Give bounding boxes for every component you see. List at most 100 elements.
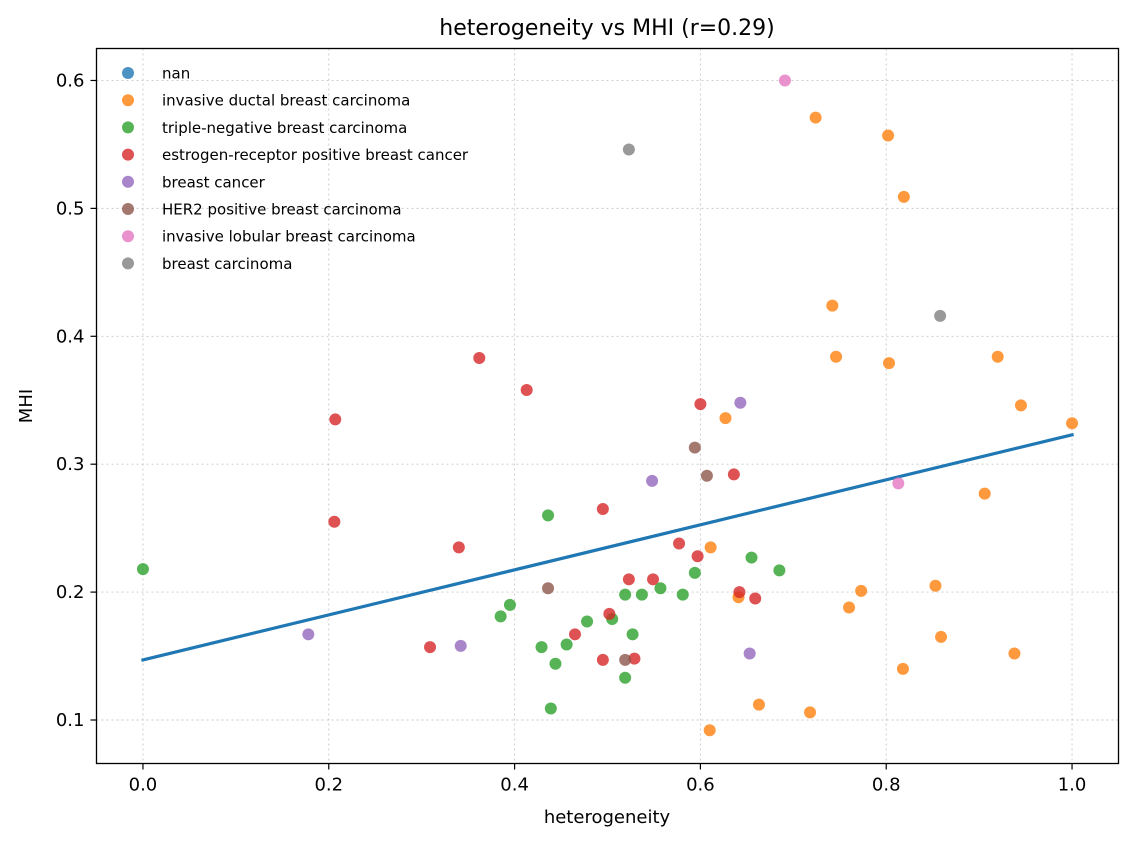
x-tick-label: 1.0 xyxy=(1058,775,1087,796)
data-point xyxy=(302,628,315,641)
data-point xyxy=(991,350,1004,363)
data-point xyxy=(935,630,948,643)
data-point xyxy=(855,584,868,597)
legend-marker xyxy=(122,148,134,161)
legend-marker xyxy=(122,175,134,188)
data-point xyxy=(743,647,756,660)
data-point xyxy=(896,662,909,675)
data-point xyxy=(892,477,905,490)
data-point xyxy=(568,628,581,641)
chart-title: heterogeneity vs MHI (r=0.29) xyxy=(439,16,775,41)
legend-label: estrogen-receptor positive breast cancer xyxy=(162,146,469,164)
data-point xyxy=(581,615,594,628)
data-point xyxy=(745,551,758,564)
trend-line-layer xyxy=(141,432,1074,662)
data-point xyxy=(883,357,896,370)
data-point xyxy=(329,413,342,426)
data-point xyxy=(619,653,632,666)
data-point xyxy=(1008,647,1021,660)
data-point xyxy=(694,398,707,411)
legend-marker xyxy=(122,67,134,79)
data-point xyxy=(424,641,437,654)
data-point xyxy=(700,469,713,482)
data-point xyxy=(804,706,817,719)
legend-marker xyxy=(122,121,134,134)
x-tick-label: 0.2 xyxy=(314,775,343,796)
data-point xyxy=(494,610,507,623)
x-tick-label: 0.0 xyxy=(129,775,158,796)
data-point xyxy=(647,573,660,586)
data-point xyxy=(635,588,648,601)
data-point xyxy=(622,143,635,156)
legend-label: breast cancer xyxy=(162,173,266,191)
data-point xyxy=(978,487,991,500)
data-point xyxy=(654,582,667,595)
data-point xyxy=(676,588,689,601)
data-point xyxy=(544,702,557,715)
y-tick-label: 0.5 xyxy=(56,198,85,219)
grid xyxy=(96,48,1119,764)
data-point xyxy=(830,350,843,363)
data-point xyxy=(1014,399,1027,412)
data-point xyxy=(929,579,942,592)
data-point xyxy=(773,564,786,577)
data-point xyxy=(752,698,765,711)
x-tick-label: 0.6 xyxy=(686,775,715,796)
y-axis-label: MHI xyxy=(16,389,37,423)
data-point xyxy=(897,190,910,203)
legend-marker xyxy=(122,230,134,243)
trend-line xyxy=(141,432,1074,662)
data-point xyxy=(688,441,701,454)
data-point xyxy=(473,352,486,365)
legend-label: triple-negative breast carcinoma xyxy=(162,119,407,137)
data-point xyxy=(622,573,635,586)
data-point xyxy=(542,582,555,595)
data-point xyxy=(734,396,747,409)
data-point xyxy=(136,563,149,576)
data-point xyxy=(704,541,717,554)
data-point xyxy=(733,586,746,599)
data-point xyxy=(688,566,701,579)
x-tick-label: 0.8 xyxy=(872,775,901,796)
data-point xyxy=(619,671,632,684)
data-point xyxy=(626,628,639,641)
data-point xyxy=(452,541,465,554)
legend-marker xyxy=(122,203,134,215)
y-tick-label: 0.4 xyxy=(56,326,85,347)
data-point xyxy=(542,509,555,522)
y-tick-label: 0.6 xyxy=(56,70,85,91)
data-point xyxy=(882,129,895,142)
data-point xyxy=(628,652,641,665)
y-tick-label: 0.3 xyxy=(56,454,85,475)
data-point xyxy=(1066,417,1079,430)
points-layer xyxy=(136,74,1079,737)
data-point xyxy=(826,299,839,312)
data-point xyxy=(549,657,562,670)
plot-area-frame xyxy=(95,47,1120,765)
data-point xyxy=(809,111,822,124)
data-point xyxy=(719,412,732,425)
data-point xyxy=(646,474,659,487)
data-point xyxy=(673,537,686,550)
data-point xyxy=(560,638,573,651)
data-point xyxy=(596,502,609,515)
data-point xyxy=(619,588,632,601)
x-axis-label: heterogeneity xyxy=(544,807,671,828)
legend-marker xyxy=(122,257,134,270)
data-point xyxy=(778,74,791,87)
data-point xyxy=(749,592,762,605)
legend-label: nan xyxy=(162,65,190,83)
data-point xyxy=(520,384,533,397)
data-point xyxy=(603,607,616,620)
legend-marker xyxy=(122,94,134,107)
data-point xyxy=(535,641,548,654)
data-point xyxy=(843,601,856,614)
legend: nan invasive ductal breast carcinoma tripl… xyxy=(122,65,469,273)
legend-label: invasive lobular breast carcinoma xyxy=(162,228,416,246)
y-axis: 0.1 0.2 0.3 0.4 0.5 0.6 xyxy=(56,70,97,731)
x-tick-label: 0.4 xyxy=(500,775,529,796)
y-tick-label: 0.2 xyxy=(56,582,85,603)
data-point xyxy=(703,724,716,737)
